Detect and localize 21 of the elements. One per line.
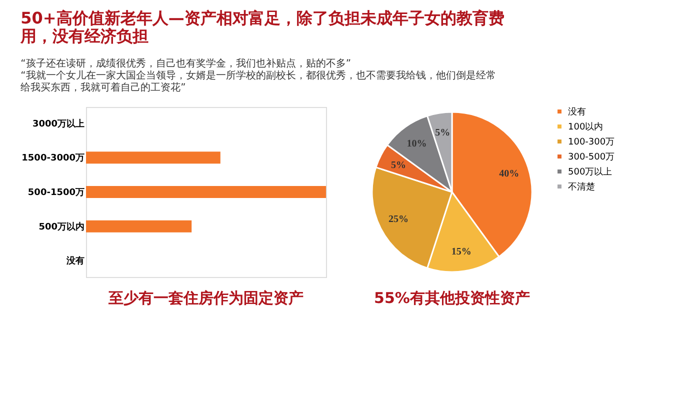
legend-label: 300-500万 <box>568 152 615 162</box>
y-tick-label: 500-1500万 <box>28 188 84 198</box>
y-tick-label: 3000万以上 <box>32 118 84 130</box>
y-tick-label: 500万以内 <box>38 221 84 232</box>
data-label: 10% <box>406 138 427 150</box>
chart-subtitle: “孩子还在读研，成绩很优秀，自己也有奖学金，我们也补贴点，贴的不多” “我就一个女儿在一家大国企当领导，女婿是一所学校的副校长，都很优秀，也不需要我给钱，他们倒是经常给我买东西，我就可着自己的工资花” <box>20 58 496 94</box>
data-label: 5% <box>391 160 406 171</box>
data-label: 25% <box>388 214 409 226</box>
text: 55%有其他投资性资产 <box>374 289 530 307</box>
data-label: 15% <box>451 246 472 258</box>
y-tick-label: 1500-3000万 <box>22 154 84 164</box>
legend-label: 没有 <box>568 106 586 118</box>
legend-label: 500万以上 <box>568 166 612 178</box>
y-tick-label: 没有 <box>66 256 84 267</box>
data-label: 5% <box>435 128 450 139</box>
legend-label: 100-300万 <box>568 138 615 148</box>
data-label: 40% <box>499 168 520 180</box>
text: 至少有一套住房作为固定资产 <box>108 289 304 307</box>
legend-label: 100以内 <box>568 122 604 132</box>
legend-label: 不清楚 <box>568 182 595 192</box>
chart-title: 50+高价值新老年人—资产相对富足，除了负担未成年子女的教育费用，没有经济负担 <box>20 8 504 46</box>
